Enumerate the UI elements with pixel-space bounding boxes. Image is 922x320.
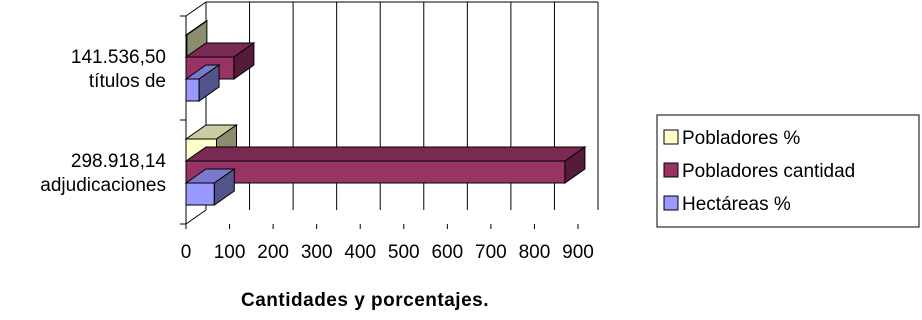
x-tick-label: 500 — [388, 242, 420, 263]
legend-item: Pobladores cantidad — [663, 161, 855, 182]
legend-label: Pobladores % — [682, 128, 800, 149]
legend: Pobladores % Pobladores cantidad Hectáreas… — [656, 114, 920, 228]
bar-front — [185, 160, 566, 184]
category-label: adjudicaciones — [40, 175, 166, 196]
x-tick-label: 100 — [214, 242, 246, 263]
category-label: 141.536,50 — [71, 47, 166, 68]
bar-top — [184, 146, 587, 162]
x-tick-label: 800 — [519, 242, 551, 263]
bar-front — [185, 182, 215, 206]
category-label: 298.918,14 — [71, 151, 167, 172]
bar-side — [564, 146, 586, 184]
bar-front — [185, 78, 200, 102]
x-tick-labels: 0 100 200 300 400 500 600 700 800 900 — [181, 242, 594, 263]
x-tick-label: 200 — [257, 242, 289, 263]
bar — [184, 64, 221, 102]
x-tick-label: 0 — [181, 242, 192, 263]
legend-label: Pobladores cantidad — [682, 161, 855, 182]
bar-side — [198, 64, 220, 102]
legend-label: Hectáreas % — [682, 194, 791, 215]
floor-edge — [185, 209, 207, 225]
legend-frame — [656, 114, 920, 228]
bar-side — [233, 42, 255, 80]
bar-side — [213, 168, 235, 206]
wall-edge — [185, 1, 207, 17]
chart-gridlines — [205, 1, 599, 210]
x-axis-title: Cantidades y porcentajes. — [241, 290, 489, 311]
legend-swatch — [663, 162, 679, 178]
x-tick-label: 300 — [301, 242, 333, 263]
category-labels: 141.536,50 títulos de 298.918,14 adjudicaci… — [40, 47, 166, 196]
bar — [184, 168, 236, 206]
category-label: títulos de — [89, 71, 166, 92]
x-tick-label: 600 — [431, 242, 463, 263]
chart-axes — [180, 1, 579, 229]
legend-item: Hectáreas % — [663, 194, 791, 215]
chart-bars — [184, 20, 587, 206]
legend-swatch — [663, 195, 679, 211]
x-tick-label: 700 — [475, 242, 507, 263]
bar — [184, 146, 587, 184]
legend-item: Pobladores % — [663, 128, 800, 149]
legend-swatch — [663, 129, 679, 145]
x-tick-label: 900 — [562, 242, 594, 263]
x-tick-label: 400 — [344, 242, 376, 263]
